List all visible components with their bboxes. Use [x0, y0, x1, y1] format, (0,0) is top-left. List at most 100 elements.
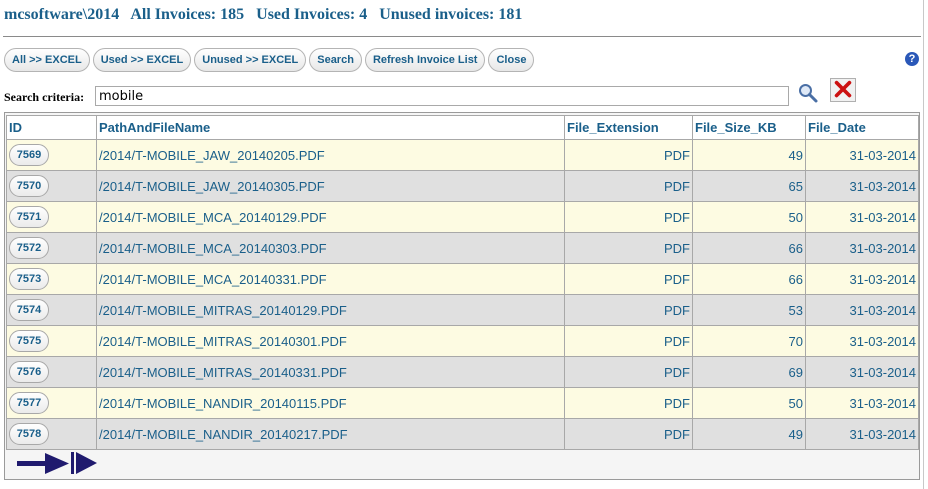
clear-search-button[interactable] [830, 78, 856, 102]
export-all-excel-button[interactable]: All >> EXCEL [4, 48, 90, 72]
unused-invoices-count: 181 [498, 6, 523, 23]
table-row[interactable]: 7570/2014/T-MOBILE_JAW_20140305.PDF PDF 65… [6, 170, 919, 202]
invoice-id-button[interactable]: 7578 [9, 423, 49, 445]
invoice-id-button[interactable]: 7577 [9, 392, 49, 414]
invoice-table: ID PathAndFileName File_Extension File_S… [6, 115, 919, 450]
search-criteria-label: Search criteria: [4, 90, 85, 104]
cell-size: 65 [692, 170, 806, 202]
cell-extension: PDF [564, 294, 693, 326]
table-row[interactable]: 7578/2014/T-MOBILE_NANDIR_20140217.PDF PD… [6, 418, 919, 450]
cell-id: 7575 [6, 325, 97, 357]
invoice-id-button[interactable]: 7575 [9, 330, 49, 352]
invoice-id-button[interactable]: 7573 [9, 268, 49, 290]
cell-id: 7572 [6, 232, 97, 264]
cell-size: 66 [692, 232, 806, 264]
cell-id: 7576 [6, 356, 97, 388]
invoice-id-button[interactable]: 7572 [9, 237, 49, 259]
close-icon [834, 80, 852, 98]
help-icon[interactable]: ? [905, 52, 919, 66]
cell-date: 31-03-2014 [805, 325, 919, 357]
cell-id: 7574 [6, 294, 97, 326]
column-header-date[interactable]: File_Date [805, 115, 919, 140]
cell-date: 31-03-2014 [805, 170, 919, 202]
column-header-id[interactable]: ID [6, 115, 97, 140]
search-input[interactable] [95, 86, 789, 106]
cell-extension: PDF [564, 232, 693, 264]
table-row[interactable]: 7574/2014/T-MOBILE_MITRAS_20140129.PDF PD… [6, 294, 919, 326]
skip-to-end-icon[interactable] [69, 451, 99, 475]
column-header-path[interactable]: PathAndFileName [96, 115, 565, 140]
pager [9, 450, 915, 476]
cell-id: 7578 [6, 418, 97, 450]
table-header-row: ID PathAndFileName File_Extension File_S… [6, 115, 919, 140]
cell-date: 31-03-2014 [805, 356, 919, 388]
invoice-id-button[interactable]: 7570 [9, 175, 49, 197]
cell-path: /2014/T-MOBILE_MCA_20140303.PDF [96, 232, 565, 264]
cell-size: 49 [692, 139, 806, 171]
cell-date: 31-03-2014 [805, 263, 919, 295]
used-invoices-label: Used Invoices: [256, 6, 356, 23]
cell-date: 31-03-2014 [805, 232, 919, 264]
cell-size: 53 [692, 294, 806, 326]
cell-size: 66 [692, 263, 806, 295]
cell-id: 7577 [6, 387, 97, 419]
cell-path: /2014/T-MOBILE_MITRAS_20140129.PDF [96, 294, 565, 326]
folder-path: mcsoftware\2014 [4, 6, 120, 23]
cell-size: 70 [692, 325, 806, 357]
search-icon[interactable] [797, 82, 819, 104]
cell-extension: PDF [564, 418, 693, 450]
cell-id: 7571 [6, 201, 97, 233]
cell-date: 31-03-2014 [805, 387, 919, 419]
export-used-excel-button[interactable]: Used >> EXCEL [92, 48, 192, 72]
cell-path: /2014/T-MOBILE_NANDIR_20140115.PDF [96, 387, 565, 419]
cell-path: /2014/T-MOBILE_MCA_20140331.PDF [96, 263, 565, 295]
page-title: mcsoftware\2014 All Invoices: 185 Used In… [4, 6, 530, 28]
cell-size: 49 [692, 418, 806, 450]
cell-extension: PDF [564, 356, 693, 388]
arrow-right-icon[interactable] [15, 451, 71, 475]
used-invoices-count: 4 [359, 6, 368, 23]
close-button[interactable]: Close [488, 48, 535, 72]
table-row[interactable]: 7571/2014/T-MOBILE_MCA_20140129.PDF PDF 50… [6, 201, 919, 233]
invoice-id-button[interactable]: 7569 [9, 144, 49, 166]
cell-size: 50 [692, 201, 806, 233]
cell-extension: PDF [564, 263, 693, 295]
cell-id: 7573 [6, 263, 97, 295]
column-header-extension[interactable]: File_Extension [564, 115, 693, 140]
cell-size: 50 [692, 387, 806, 419]
table-row[interactable]: 7569/2014/T-MOBILE_JAW_20140205.PDF PDF 49… [6, 139, 919, 171]
invoice-id-button[interactable]: 7574 [9, 299, 49, 321]
toolbar: All >> EXCEL Used >> EXCEL Unused >> EXC… [4, 48, 535, 72]
table-row[interactable]: 7576/2014/T-MOBILE_MITRAS_20140331.PDF PD… [6, 356, 919, 388]
invoice-id-button[interactable]: 7571 [9, 206, 49, 228]
refresh-invoice-list-button[interactable]: Refresh Invoice List [364, 48, 486, 72]
table-row[interactable]: 7573/2014/T-MOBILE_MCA_20140331.PDF PDF 66… [6, 263, 919, 295]
all-invoices-count: 185 [220, 6, 245, 23]
cell-date: 31-03-2014 [805, 418, 919, 450]
export-unused-excel-button[interactable]: Unused >> EXCEL [194, 48, 307, 72]
table-row[interactable]: 7572/2014/T-MOBILE_MCA_20140303.PDF PDF 66… [6, 232, 919, 264]
cell-id: 7569 [6, 139, 97, 171]
cell-path: /2014/T-MOBILE_NANDIR_20140217.PDF [96, 418, 565, 450]
table-row[interactable]: 7575/2014/T-MOBILE_MITRAS_20140301.PDF PD… [6, 325, 919, 357]
invoice-grid: ID PathAndFileName File_Extension File_S… [4, 112, 920, 480]
column-header-size[interactable]: File_Size_KB [692, 115, 806, 140]
cell-path: /2014/T-MOBILE_JAW_20140205.PDF [96, 139, 565, 171]
cell-date: 31-03-2014 [805, 294, 919, 326]
table-row[interactable]: 7577/2014/T-MOBILE_NANDIR_20140115.PDF PD… [6, 387, 919, 419]
cell-extension: PDF [564, 139, 693, 171]
cell-extension: PDF [564, 170, 693, 202]
all-invoices-label: All Invoices: [130, 6, 217, 23]
cell-extension: PDF [564, 325, 693, 357]
cell-path: /2014/T-MOBILE_MCA_20140129.PDF [96, 201, 565, 233]
invoice-id-button[interactable]: 7576 [9, 361, 49, 383]
search-button[interactable]: Search [309, 48, 362, 72]
cell-path: /2014/T-MOBILE_JAW_20140305.PDF [96, 170, 565, 202]
cell-extension: PDF [564, 201, 693, 233]
cell-path: /2014/T-MOBILE_MITRAS_20140301.PDF [96, 325, 565, 357]
cell-extension: PDF [564, 387, 693, 419]
cell-id: 7570 [6, 170, 97, 202]
cell-size: 69 [692, 356, 806, 388]
title-divider [3, 36, 921, 37]
